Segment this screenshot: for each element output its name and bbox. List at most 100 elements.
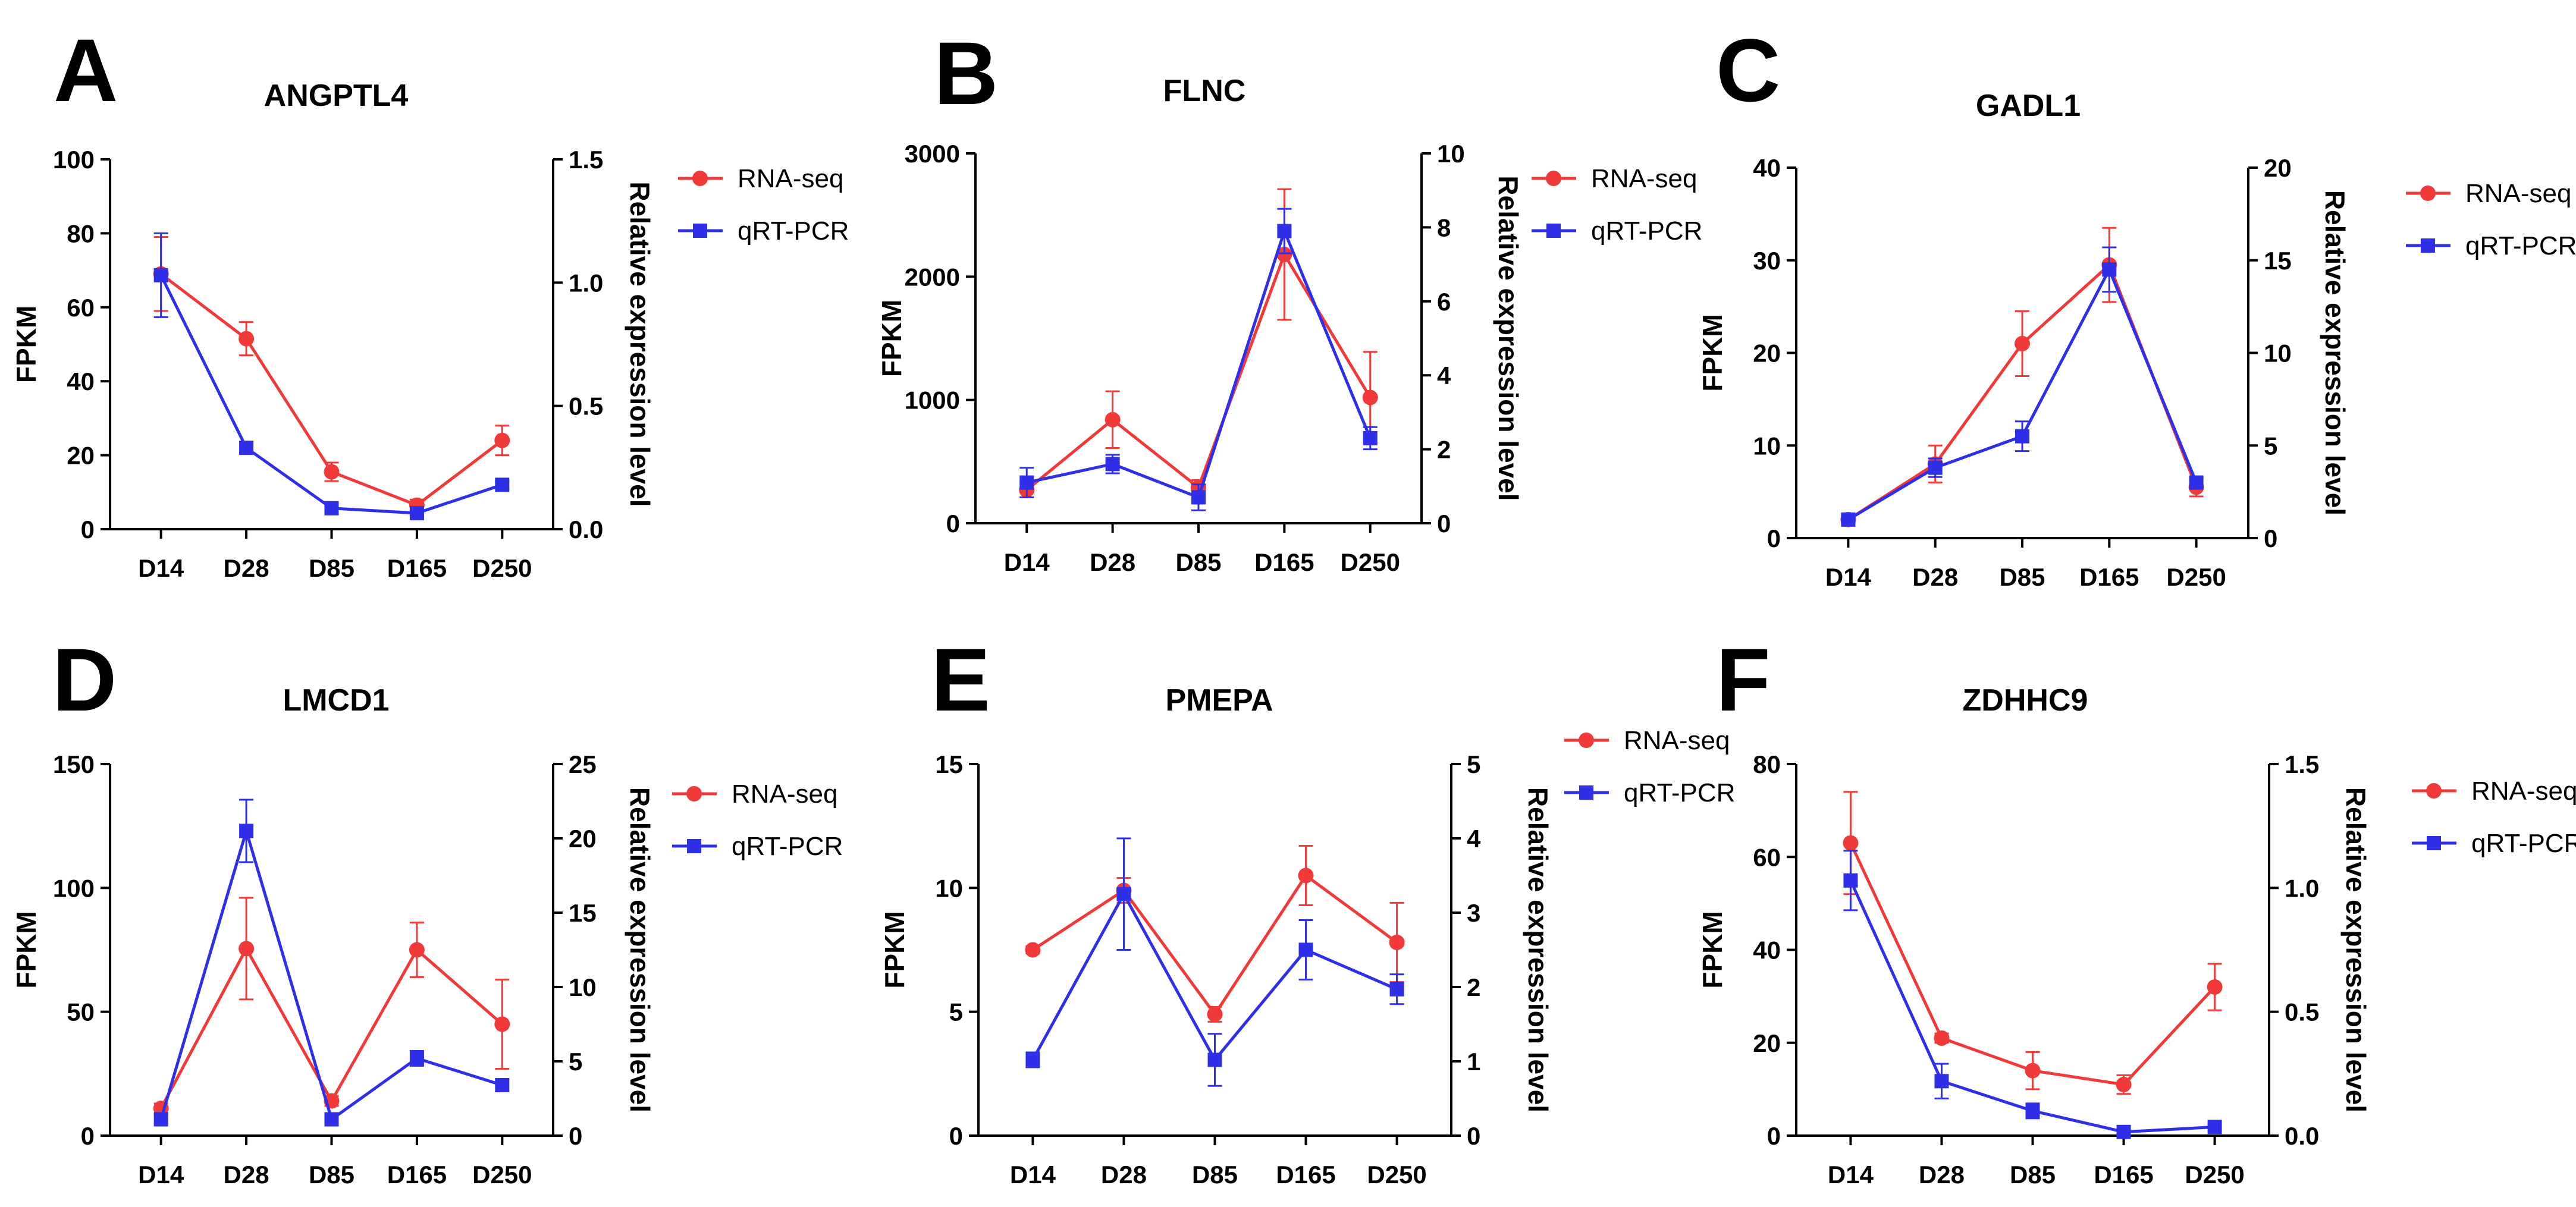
y-tick-label-left-f: 0 xyxy=(1767,1122,1781,1150)
y-tick-label-right-c: 0 xyxy=(2264,524,2277,552)
panel-letter-c: C xyxy=(1716,20,1780,120)
data-point-qpcr-c xyxy=(1928,460,1943,475)
data-point-qpcr-a xyxy=(239,441,254,455)
y-tick-label-left-c: 20 xyxy=(1753,340,1781,367)
data-point-qpcr-d xyxy=(495,1078,510,1092)
y-tick-label-left-c: 40 xyxy=(1753,154,1781,182)
y-tick-label-right-e: 3 xyxy=(1467,899,1480,927)
data-point-rna-f xyxy=(1934,1030,1950,1046)
legend-marker-qpcr-d xyxy=(687,839,701,853)
legend-d: RNA-seq qRT-PCR xyxy=(672,779,843,861)
series-rna-f xyxy=(1843,791,2223,1095)
x-tick-label-e: D14 xyxy=(1010,1161,1056,1189)
chart-title-f: ZDHHC9 xyxy=(1963,683,2088,718)
data-point-rna-e xyxy=(1207,1006,1223,1022)
y-tick-label-left-d: 100 xyxy=(53,874,95,902)
x-tick-label-d: D85 xyxy=(309,1161,354,1189)
x-tick-label-f: D14 xyxy=(1828,1161,1874,1189)
data-point-qpcr-c xyxy=(2015,429,2029,444)
y-tick-label-right-b: 2 xyxy=(1437,436,1451,464)
data-point-rna-d xyxy=(239,941,255,957)
x-tick-label-c: D250 xyxy=(2166,563,2226,591)
y-tick-label-right-d: 0 xyxy=(569,1122,582,1150)
y-tick-label-left-b: 2000 xyxy=(905,263,960,291)
legend-label-qpcr-e: qRT-PCR xyxy=(1624,778,1735,807)
legend-marker-rna-c xyxy=(2420,186,2436,201)
legend-marker-rna-a xyxy=(692,171,708,186)
x-tick-label-b: D250 xyxy=(1341,548,1400,576)
x-tick-label-b: D14 xyxy=(1004,548,1050,576)
x-tick-label-c: D14 xyxy=(1825,563,1872,591)
panel-letter-f: F xyxy=(1716,630,1771,730)
y-tick-label-left-c: 0 xyxy=(1767,524,1781,552)
y-tick-label-right-e: 4 xyxy=(1467,825,1481,853)
y-axis-title-right-a: Relative expression level xyxy=(625,181,655,507)
y-axis-title-left-e: FPKM xyxy=(879,911,910,988)
y-tick-label-right-b: 0 xyxy=(1437,510,1451,538)
legend-marker-qpcr-f xyxy=(2427,836,2441,850)
legend-marker-rna-e xyxy=(1579,733,1594,748)
y-tick-label-left-d: 50 xyxy=(67,998,95,1026)
y-tick-label-right-a: 0.0 xyxy=(569,516,603,543)
data-point-qpcr-d xyxy=(153,1112,168,1127)
legend-marker-rna-f xyxy=(2426,783,2442,799)
y-tick-label-right-d: 20 xyxy=(569,825,597,853)
chart-title-a: ANGPTL4 xyxy=(264,78,409,113)
x-tick-label-e: D28 xyxy=(1101,1161,1147,1189)
y-tick-label-right-e: 2 xyxy=(1467,973,1480,1001)
y-tick-label-left-d: 0 xyxy=(81,1122,95,1150)
data-point-qpcr-f xyxy=(2025,1104,2040,1118)
data-point-qpcr-f xyxy=(2116,1124,2131,1139)
chart-panel-a: A ANGPTL4 0 20 40 60 80 100 0.0 0.5 1.0 1.5 D14 D28 D8… xyxy=(11,20,849,582)
data-point-rna-d xyxy=(409,942,425,958)
y-tick-label-right-a: 1.5 xyxy=(569,146,603,174)
series-qpcr-a xyxy=(153,232,510,521)
data-point-qpcr-f xyxy=(1843,873,1858,888)
y-axis-title-left-b: FPKM xyxy=(876,300,907,377)
y-tick-label-left-f: 60 xyxy=(1753,843,1781,871)
y-axis-title-right-c: Relative expression level xyxy=(2320,190,2351,516)
data-point-rna-e xyxy=(1025,942,1041,958)
data-point-rna-a xyxy=(239,331,255,347)
y-tick-label-right-d: 25 xyxy=(569,750,597,778)
legend-label-qpcr-f: qRT-PCR xyxy=(2471,829,2576,858)
data-point-rna-b xyxy=(1105,411,1121,428)
data-point-rna-f xyxy=(2025,1063,2041,1079)
y-tick-label-right-a: 1.0 xyxy=(569,269,603,297)
chart-title-e: PMEPA xyxy=(1165,683,1273,718)
data-point-rna-e xyxy=(1389,935,1405,950)
data-point-qpcr-b xyxy=(1019,475,1034,490)
chart-panel-e: E PMEPA 0 5 10 15 0 1 2 3 4 5 D14 D28 D85 D165 D250 FPKM R… xyxy=(879,630,1735,1189)
data-point-qpcr-e xyxy=(1207,1052,1222,1067)
chart-panel-c: C GADL1 0 10 20 30 40 0 5 10 15 20 D14 D28 D85 D165 D250… xyxy=(1697,20,2576,591)
y-tick-label-left-b: 3000 xyxy=(905,140,960,168)
legend-marker-qpcr-c xyxy=(2421,238,2435,253)
y-tick-label-left-c: 30 xyxy=(1753,247,1781,275)
x-tick-label-c: D28 xyxy=(1912,563,1958,591)
y-axis-title-left-a: FPKM xyxy=(11,306,42,383)
data-point-rna-c xyxy=(2015,335,2030,351)
data-point-qpcr-e xyxy=(1389,982,1404,997)
y-tick-label-right-e: 0 xyxy=(1467,1122,1480,1150)
data-point-qpcr-a xyxy=(324,501,339,516)
y-tick-label-left-d: 150 xyxy=(53,750,95,778)
y-axis-title-right-d: Relative expression level xyxy=(625,787,655,1112)
x-tick-label-b: D28 xyxy=(1090,548,1135,576)
x-tick-label-e: D85 xyxy=(1192,1161,1238,1189)
legend-label-rna-b: RNA-seq xyxy=(1591,164,1698,193)
y-axis-title-right-b: Relative expression level xyxy=(1493,175,1524,501)
series-rna-e xyxy=(1025,845,1405,1023)
x-tick-label-c: D85 xyxy=(1999,563,2045,591)
panel-letter-d: D xyxy=(52,630,117,730)
data-point-qpcr-a xyxy=(409,506,424,521)
data-point-qpcr-c xyxy=(2102,262,2117,277)
data-point-rna-a xyxy=(494,432,510,448)
y-tick-label-right-c: 10 xyxy=(2264,340,2292,367)
y-tick-label-right-f: 0.0 xyxy=(2285,1122,2319,1150)
y-tick-label-right-b: 8 xyxy=(1437,213,1451,241)
y-tick-label-left-a: 0 xyxy=(81,516,95,543)
data-point-qpcr-c xyxy=(1841,512,1856,527)
y-tick-label-right-d: 10 xyxy=(569,973,597,1001)
series-qpcr-c xyxy=(1841,246,2204,527)
data-point-qpcr-b xyxy=(1191,490,1206,505)
